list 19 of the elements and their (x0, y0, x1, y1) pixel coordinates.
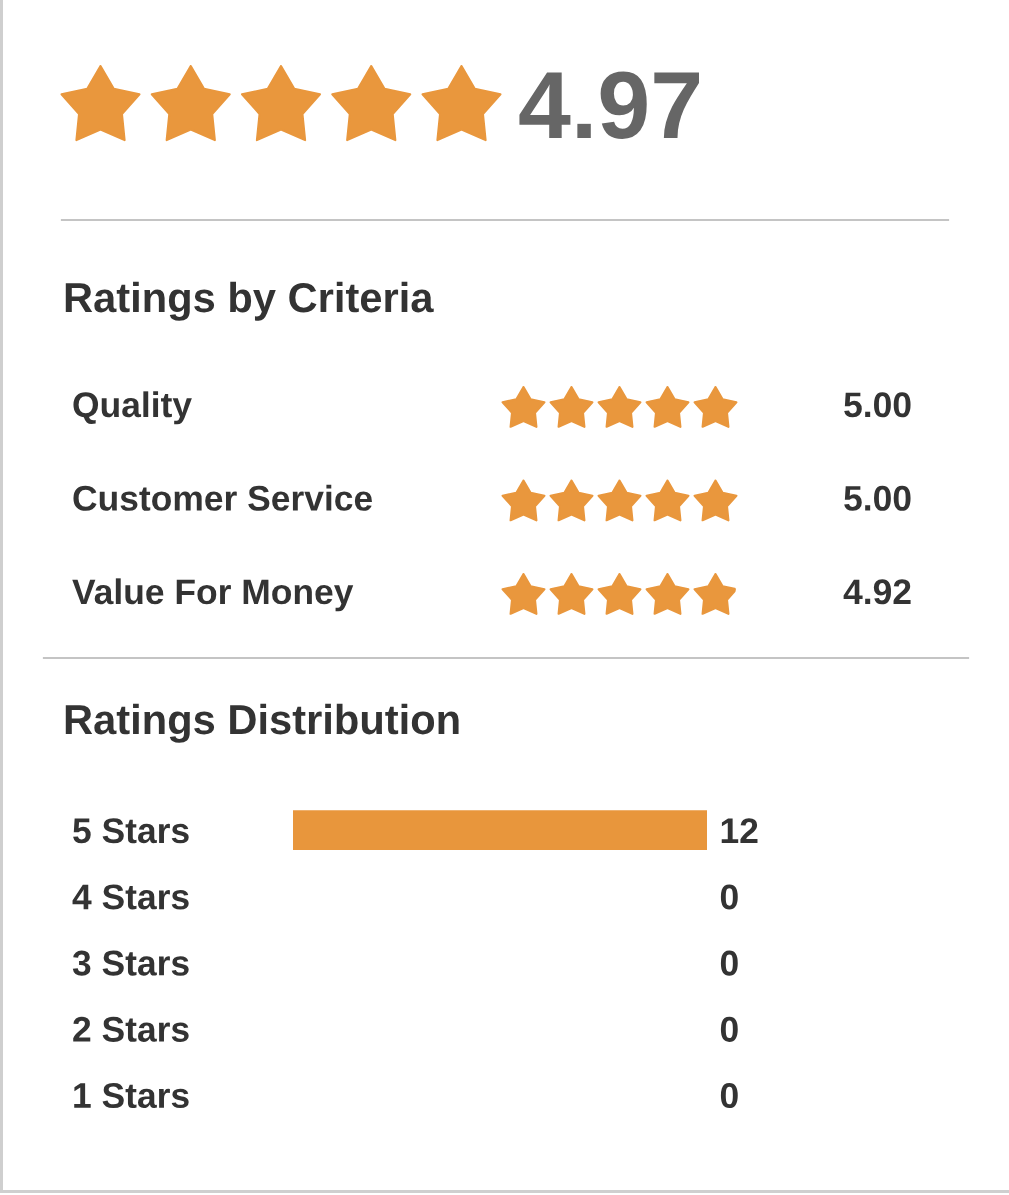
data-label: 4.92 (843, 579, 911, 605)
y-tick-label: 5 Stars (73, 818, 189, 844)
y-tick-label: 1 Stars (74, 1083, 189, 1109)
y-tick-label: 4 Stars (72, 884, 189, 910)
data-label: 5.00 (844, 392, 911, 418)
data-label: 0 (720, 1016, 738, 1042)
chart-title: Ratings Distribution (65, 703, 459, 743)
y-tick-label: 2 Stars (73, 1016, 189, 1042)
data-label: 12 (721, 818, 758, 843)
data-label: 5.00 (844, 485, 911, 511)
data-label: 0 (720, 884, 738, 910)
data-label: 4.97 (519, 71, 699, 139)
data-label: 0 (720, 1083, 738, 1109)
text: Ratings by Criteria (65, 281, 434, 321)
y-tick-label: 3 Stars (72, 950, 189, 976)
category-label: Customer Service (73, 484, 372, 511)
data-label: 0 (720, 950, 738, 976)
category-label: Value For Money (72, 578, 354, 612)
category-label: Quality (73, 391, 192, 425)
